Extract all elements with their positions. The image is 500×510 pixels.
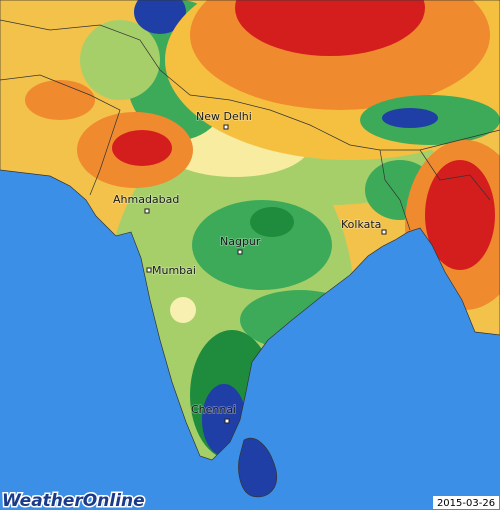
city-marker bbox=[237, 249, 243, 255]
patch bbox=[25, 80, 95, 120]
logo: WeatherOnline bbox=[2, 491, 145, 510]
patch bbox=[134, 0, 186, 34]
patch bbox=[192, 200, 332, 290]
city-label: New Delhi bbox=[196, 110, 252, 123]
patch bbox=[250, 207, 294, 237]
coastline bbox=[0, 0, 500, 461]
city-label: Ahmadabad bbox=[113, 193, 179, 206]
city-label: Kolkata bbox=[341, 218, 381, 231]
patch bbox=[382, 108, 438, 128]
city-marker bbox=[144, 208, 150, 214]
patch bbox=[80, 20, 160, 100]
patch bbox=[235, 0, 425, 56]
patch bbox=[170, 297, 196, 323]
city-label: Chennai bbox=[191, 403, 236, 416]
city-marker bbox=[146, 267, 152, 273]
patch bbox=[112, 130, 172, 166]
country-border bbox=[0, 19, 500, 231]
city-label: Mumbai bbox=[152, 264, 196, 277]
city-marker bbox=[381, 229, 387, 235]
city-marker bbox=[224, 418, 230, 424]
city-marker bbox=[223, 124, 229, 130]
patch bbox=[425, 160, 495, 270]
date: 2015-03-26 bbox=[437, 498, 495, 509]
city-label: Nagpur bbox=[220, 235, 261, 248]
coastline bbox=[238, 437, 278, 498]
date-box bbox=[433, 496, 499, 509]
